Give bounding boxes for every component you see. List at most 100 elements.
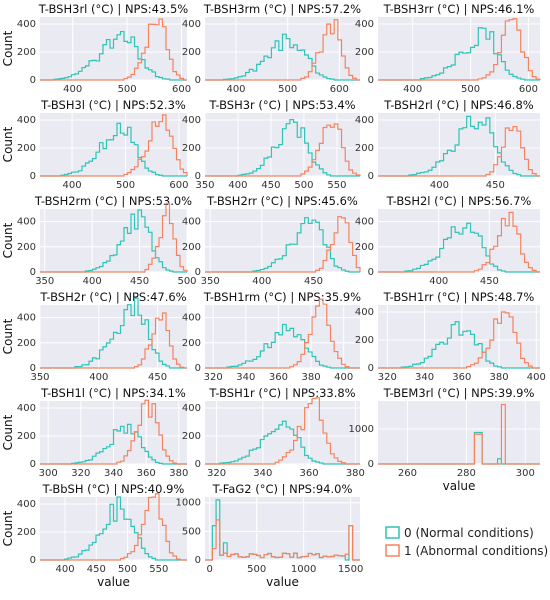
histogram-normal <box>378 27 540 81</box>
histogram-abnormal <box>205 216 361 273</box>
x-tick-label: 340 <box>253 468 272 479</box>
x-tick-label: 500 <box>461 84 480 95</box>
plot-area <box>205 497 360 560</box>
x-tick-label: 500 <box>247 564 266 575</box>
y-tick-label: 200 <box>17 338 36 349</box>
panel-title: T-BSH1l (°C) | NPS:34.1% <box>40 386 186 400</box>
y-tick-label: 400 <box>355 217 374 228</box>
y-tick-label: 200 <box>17 431 36 442</box>
y-tick-label: 200 <box>355 47 374 58</box>
y-tick-label: 200 <box>17 527 36 538</box>
y-tick-label: 1000 <box>349 424 374 435</box>
histogram-normal <box>205 323 360 369</box>
x-tick-label: 450 <box>148 372 167 383</box>
x-tick-label: 400 <box>403 84 422 95</box>
y-tick-label: 200 <box>17 242 36 253</box>
x-tick-label: 350 <box>195 180 214 191</box>
legend-label-normal: 0 (Normal conditions) <box>404 526 534 540</box>
y-tick-label: 0 <box>30 363 36 374</box>
x-tick-label: 400 <box>228 180 247 191</box>
x-tick-label: 300 <box>516 468 535 479</box>
plot-area <box>40 209 187 272</box>
plot-area <box>378 17 540 80</box>
panel-7: 350 400 450 0 200 400 T-BSH2rr (°C) | NPS:45.6… <box>182 194 361 287</box>
histogram-abnormal <box>205 397 360 465</box>
y-tick-label: 0 <box>195 459 201 470</box>
y-tick-label: 0 <box>368 459 374 470</box>
panel-5: 400 450 0 200 400 T-BSH2rl (°C) | NPS:46.8% <box>355 98 540 191</box>
histogram-abnormal <box>205 519 360 561</box>
panel-title: T-BSH3l (°C) | NPS:52.3% <box>40 98 186 112</box>
x-tick-label: 600 <box>172 84 191 95</box>
x-tick-label: 400 <box>63 180 82 191</box>
x-tick-label: 400 <box>334 372 353 383</box>
x-axis-label: value <box>97 575 130 589</box>
panel-4: 350 400 450 500 550 0 200 400 T-BSH3r (°C) | NPS… <box>182 98 361 191</box>
y-tick-label: 200 <box>355 242 374 253</box>
y-tick-label: 0 <box>30 555 36 566</box>
panel-15: 400 450 500 550 0 200 400 T-BbSH (°C) | NPS:40.… <box>1 482 187 589</box>
x-tick-label: 300 <box>39 468 58 479</box>
y-tick-label: 200 <box>182 242 201 253</box>
panel-14: 260 280 300 0 1000 T-BEM3rl (°C) | NPS:39.9% v… <box>349 386 540 493</box>
x-tick-label: 340 <box>415 372 434 383</box>
legend-swatch-abnormal <box>385 544 400 557</box>
panel-title: T-BSH3rl (°C) | NPS:43.5% <box>38 2 188 16</box>
y-tick-label: 200 <box>182 338 201 349</box>
y-tick-label: 0 <box>195 75 201 86</box>
x-tick-label: 450 <box>87 564 106 575</box>
panel-title: T-BSH2rr (°C) | NPS:45.6% <box>206 194 358 208</box>
panel-title: T-BSH3rm (°C) | NPS:57.2% <box>203 2 361 16</box>
panel-6: 350 400 450 500 0 200 400 T-BSH2rm (°C) | NPS:5… <box>1 194 197 287</box>
panel-11: 320 340 360 380 400 0 200 400 T-BSH1rr (°C) | NP… <box>355 290 546 383</box>
y-tick-label: 200 <box>17 143 36 154</box>
y-tick-label: 400 <box>355 307 374 318</box>
y-tick-label: 400 <box>182 403 201 414</box>
x-tick-label: 1000 <box>291 564 316 575</box>
x-tick-label: 360 <box>137 468 156 479</box>
panel-12: 300 320 340 360 380 0 200 400 T-BSH1l (°C) | NPS… <box>1 386 188 479</box>
panel-title: T-BSH3r (°C) | NPS:53.4% <box>208 98 355 112</box>
y-axis-label: Count <box>1 414 15 450</box>
histogram-abnormal <box>378 403 540 465</box>
x-tick-label: 380 <box>169 468 188 479</box>
x-tick-label: 360 <box>300 468 319 479</box>
x-tick-label: 340 <box>104 468 123 479</box>
y-tick-label: 0 <box>195 555 201 566</box>
y-tick-label: 200 <box>182 143 201 154</box>
y-tick-label: 1000 <box>176 498 201 509</box>
x-tick-label: 340 <box>236 372 255 383</box>
y-tick-label: 200 <box>182 431 201 442</box>
y-tick-label: 400 <box>17 19 36 30</box>
x-tick-label: 350 <box>35 276 54 287</box>
x-tick-label: 550 <box>327 180 346 191</box>
x-tick-label: 600 <box>330 84 349 95</box>
panel-title: T-BbSH (°C) | NPS:40.9% <box>42 482 185 496</box>
plot-area <box>378 305 540 368</box>
x-tick-label: 500 <box>294 180 313 191</box>
histogram-abnormal <box>40 493 187 561</box>
histogram-abnormal <box>40 399 187 465</box>
x-tick-label: 450 <box>480 276 499 287</box>
y-tick-label: 0 <box>30 267 36 278</box>
panel-title: T-FaG2 (°C) | NPS:94.0% <box>212 482 353 496</box>
histogram-abnormal <box>378 126 540 177</box>
x-tick-label: 400 <box>63 84 82 95</box>
x-tick-label: 380 <box>346 468 365 479</box>
histogram-abnormal <box>378 18 541 81</box>
legend: 0 (Normal conditions) 1 (Abnormal condit… <box>385 526 548 558</box>
y-tick-label: 200 <box>182 47 201 58</box>
y-tick-label: 400 <box>182 313 201 324</box>
y-tick-label: 400 <box>355 115 374 126</box>
y-tick-label: 400 <box>17 403 36 414</box>
y-tick-label: 0 <box>30 459 36 470</box>
x-tick-label: 320 <box>204 372 223 383</box>
histogram-abnormal <box>205 298 360 369</box>
y-axis-label: Count <box>1 318 15 354</box>
histogram-normal <box>40 423 187 465</box>
panel-2: 400 500 600 0 200 400 T-BSH3rr (°C) | NPS:46.1… <box>355 2 541 95</box>
